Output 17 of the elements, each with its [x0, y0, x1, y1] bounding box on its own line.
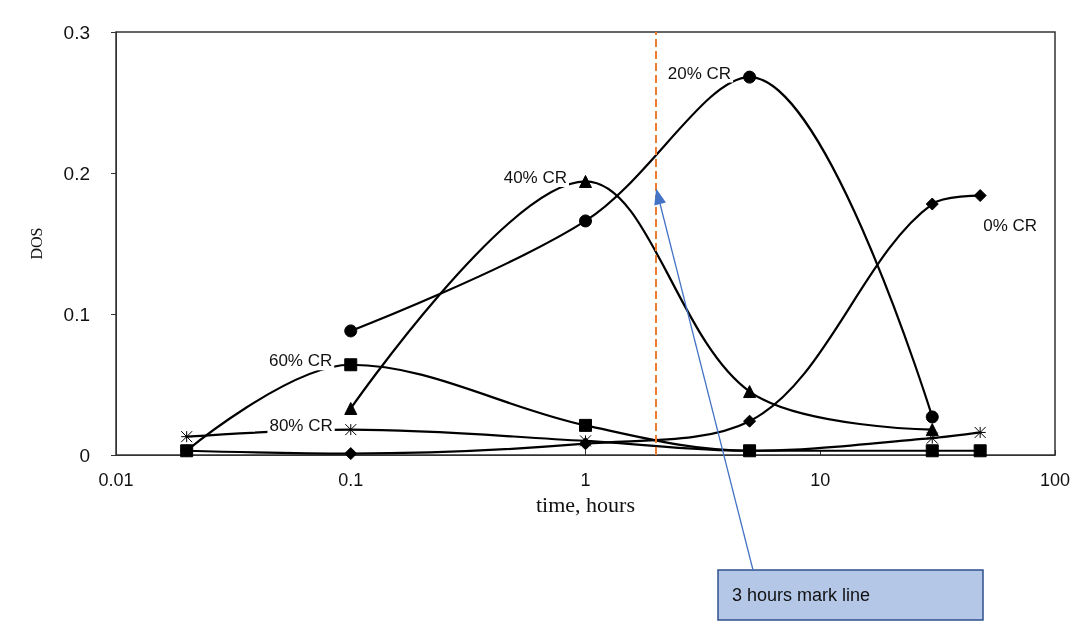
ref-line-label: 3 hours mark line — [732, 585, 871, 605]
x-tick-label: 100 — [1039, 470, 1071, 490]
x-tick-label: 10 — [810, 470, 831, 490]
x-tick-label: 0.1 — [338, 470, 364, 490]
series-label: 60% CR — [268, 351, 333, 371]
y-tick-label: 0.1 — [63, 303, 90, 325]
y-tick-label: 0.2 — [63, 162, 90, 184]
series-label: 80% CR — [269, 416, 333, 436]
y-tick-label: 0.3 — [63, 21, 90, 43]
x-tick-label: 0.01 — [98, 470, 134, 490]
x-tick-label: 1 — [580, 470, 591, 490]
y-tick-label: 0 — [79, 444, 90, 466]
series-label: 20% CR — [667, 63, 732, 83]
series-label: 40% CR — [503, 167, 567, 187]
x-axis-title: time, hours — [536, 492, 635, 518]
series-label: 0% CR — [983, 216, 1038, 236]
y-axis-title: DOS — [27, 227, 45, 260]
